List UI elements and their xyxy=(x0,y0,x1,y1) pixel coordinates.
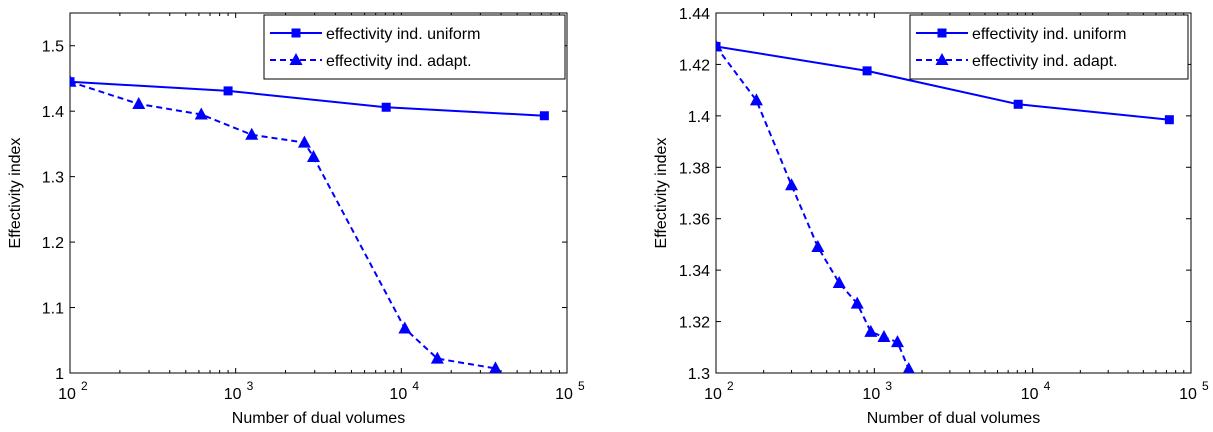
series-line-uniform xyxy=(70,80,545,117)
y-tick-label: 1.34 xyxy=(679,263,710,280)
axes-frame xyxy=(715,12,1192,374)
x-tick-exponent: 4 xyxy=(1044,379,1051,393)
x-tick-exponent: 4 xyxy=(412,379,419,393)
legend-label: effectivity ind. uniform xyxy=(326,26,480,43)
data-point-adapt xyxy=(850,296,864,309)
x-tick-label: 10 xyxy=(704,386,722,403)
plot-area xyxy=(716,39,1174,373)
legend-box xyxy=(909,14,1189,80)
chart-panel-1: 1 1.1 1.2 1.3 1.4 1.5 10 2 10 3 10 4 10 5 Number of du… xyxy=(7,12,585,427)
y-tick-label: 1.42 xyxy=(679,57,710,74)
y-tick-label: 1.4 xyxy=(42,104,64,121)
legend-box xyxy=(263,14,566,80)
y-tick-label: 1.3 xyxy=(688,366,710,383)
x-axis-label: Number of dual volumes xyxy=(232,410,405,427)
x-axis-label: Number of dual volumes xyxy=(867,410,1040,427)
data-point-uniform xyxy=(1164,115,1174,125)
data-point-adapt xyxy=(811,240,825,252)
series-line-adapt xyxy=(716,45,910,370)
data-point-uniform xyxy=(539,111,549,121)
y-tick-label: 1.2 xyxy=(42,235,64,252)
data-point-adapt xyxy=(785,178,799,191)
axes-frame xyxy=(69,12,568,374)
y-tick-label: 1.3 xyxy=(42,170,64,187)
x-tick-exponent: 5 xyxy=(1202,379,1209,393)
x-tick-exponent: 2 xyxy=(81,379,88,393)
x-tick-exponent: 3 xyxy=(247,379,254,393)
data-point-adapt xyxy=(890,335,904,348)
y-tick-label: 1.32 xyxy=(679,315,710,332)
y-tick-label: 1.44 xyxy=(679,6,710,23)
data-point-adapt xyxy=(245,127,259,140)
legend-marker-triangle xyxy=(289,53,303,65)
data-point-adapt xyxy=(430,351,444,364)
data-point-uniform xyxy=(862,66,872,76)
y-tick-label: 1.1 xyxy=(42,301,64,318)
y-tick-label: 1.5 xyxy=(42,39,64,56)
plot-area xyxy=(70,74,549,373)
x-tick-label: 10 xyxy=(1179,386,1197,403)
data-point-adapt xyxy=(864,324,878,337)
y-axis-label: Effectivity index xyxy=(7,138,24,249)
x-tick-label: 10 xyxy=(862,386,880,403)
x-tick-label: 10 xyxy=(389,386,407,403)
data-point-adapt xyxy=(297,135,311,148)
data-point-adapt xyxy=(749,93,763,106)
x-tick-exponent: 5 xyxy=(578,379,585,393)
legend-label: effectivity ind. adapt. xyxy=(326,53,472,70)
data-point-adapt xyxy=(877,330,891,342)
legend-marker-triangle xyxy=(935,53,949,65)
data-point-adapt xyxy=(194,107,208,120)
x-tick-label: 10 xyxy=(224,386,242,403)
legend-label: effectivity ind. uniform xyxy=(972,26,1126,43)
data-point-adapt xyxy=(307,150,321,162)
legend-marker-square xyxy=(937,28,947,38)
y-tick-label: 1 xyxy=(55,366,64,383)
series-line-uniform xyxy=(716,45,1170,121)
x-tick-label: 10 xyxy=(555,386,573,403)
y-tick-label: 1.36 xyxy=(679,212,710,229)
x-tick-exponent: 3 xyxy=(885,379,892,393)
data-point-adapt xyxy=(902,362,915,373)
data-point-adapt xyxy=(70,74,77,87)
data-point-uniform xyxy=(223,86,233,96)
x-tick-exponent: 2 xyxy=(727,379,734,393)
legend: effectivity ind. uniform effectivity ind.… xyxy=(263,14,566,80)
x-tick-label: 10 xyxy=(58,386,76,403)
legend-label: effectivity ind. adapt. xyxy=(972,53,1118,70)
legend-marker-square xyxy=(291,28,301,38)
data-point-adapt xyxy=(132,96,146,109)
x-tick-label: 10 xyxy=(1021,386,1039,403)
data-point-adapt xyxy=(398,321,412,334)
y-tick-label: 1.38 xyxy=(679,160,710,177)
data-point-uniform xyxy=(1013,99,1023,109)
data-point-uniform xyxy=(381,102,391,112)
y-axis-label: Effectivity index xyxy=(653,138,670,249)
data-point-adapt xyxy=(716,39,723,52)
data-point-adapt xyxy=(489,361,502,373)
y-tick-label: 1.4 xyxy=(688,109,710,126)
data-point-adapt xyxy=(832,276,846,288)
series-line-adapt xyxy=(70,80,496,370)
legend: effectivity ind. uniform effectivity ind.… xyxy=(909,14,1189,80)
